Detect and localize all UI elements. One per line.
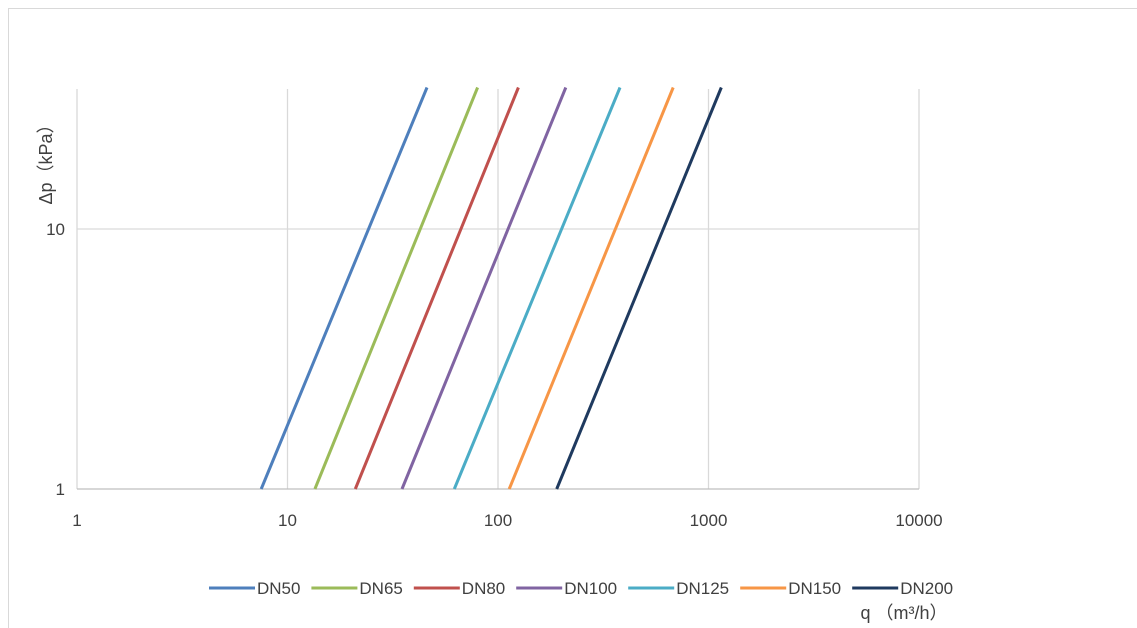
legend-item-dn65: DN65 xyxy=(311,579,403,598)
legend-item-dn80: DN80 xyxy=(413,579,505,598)
series-line-dn65 xyxy=(313,86,479,490)
legend-item-dn200: DN200 xyxy=(852,579,953,598)
x-axis-title: q （m³/h） xyxy=(860,603,947,623)
chart-frame xyxy=(8,8,1137,628)
y-tick-label: 1 xyxy=(56,480,65,499)
series-line-dn80 xyxy=(353,86,520,490)
legend-label: DN50 xyxy=(257,579,300,598)
x-tick-label: 1 xyxy=(72,511,81,530)
legend-item-dn150: DN150 xyxy=(740,579,841,598)
y-tick-label: 10 xyxy=(46,220,65,239)
grid-layer xyxy=(76,89,920,490)
legend: DN50 DN65 DN80 DN100 DN125 DN150 DN200 xyxy=(209,579,953,598)
legend-item-dn50: DN50 xyxy=(209,579,300,598)
series-line-dn100 xyxy=(400,86,568,490)
legend-label: DN80 xyxy=(462,579,505,598)
series-line-dn150 xyxy=(507,86,675,490)
series-line-dn200 xyxy=(555,86,723,490)
tick-labels: 1 10 100 1000 10000 1 10 xyxy=(46,220,943,530)
legend-label: DN65 xyxy=(359,579,402,598)
series-line-dn50 xyxy=(259,86,429,490)
x-tick-label: 10 xyxy=(278,511,297,530)
legend-label: DN100 xyxy=(564,579,617,598)
legend-label: DN150 xyxy=(788,579,841,598)
series-layer xyxy=(259,86,723,490)
x-tick-label: 10000 xyxy=(895,511,942,530)
legend-item-dn100: DN100 xyxy=(516,579,617,598)
y-axis-title: Δp（kPa） xyxy=(36,115,56,204)
x-tick-label: 100 xyxy=(484,511,512,530)
legend-item-dn125: DN125 xyxy=(628,579,729,598)
legend-label: DN125 xyxy=(676,579,729,598)
series-line-dn125 xyxy=(452,86,622,490)
x-tick-label: 1000 xyxy=(690,511,728,530)
legend-label: DN200 xyxy=(900,579,953,598)
